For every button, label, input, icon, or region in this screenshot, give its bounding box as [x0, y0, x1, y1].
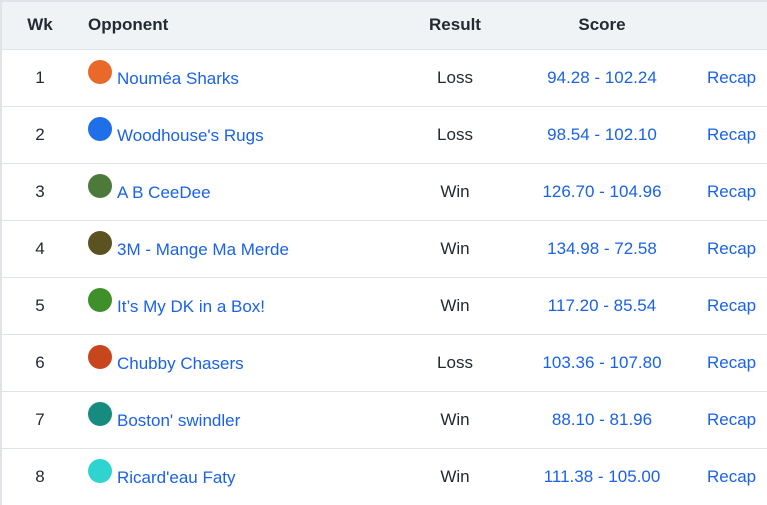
score-link[interactable]: 98.54 - 102.10: [547, 124, 657, 144]
opponent-link[interactable]: Ricard'eau Faty: [117, 467, 236, 487]
week-number: 8: [35, 466, 45, 486]
header-score: Score: [511, 0, 693, 49]
opponent-link[interactable]: It’s My DK in a Box!: [117, 296, 266, 316]
opponent-link[interactable]: Chubby Chasers: [117, 353, 244, 373]
recap-link[interactable]: Recap: [707, 295, 757, 315]
table-row: 7 Boston' swindler Win 88.10 - 81.96 Rec…: [1, 391, 767, 448]
score-link[interactable]: 111.38 - 105.00: [543, 466, 661, 486]
team-avatar-icon: [88, 344, 112, 369]
recap-link[interactable]: Recap: [707, 124, 757, 144]
recap-link[interactable]: Recap: [707, 238, 757, 258]
team-avatar-icon: [88, 173, 112, 198]
team-avatar-icon: [88, 230, 112, 255]
header-recap: [693, 0, 767, 49]
table-row: 2 Woodhouse's Rugs Loss 98.54 - 102.10 R…: [1, 106, 767, 163]
opponent-link[interactable]: A B CeeDee: [117, 182, 211, 202]
score-link[interactable]: 103.36 - 107.80: [542, 352, 662, 372]
recap-link[interactable]: Recap: [707, 181, 757, 201]
week-number: 7: [35, 409, 45, 429]
table-row: 6 Chubby Chasers Loss 103.36 - 107.80 Re…: [1, 334, 767, 391]
week-number: 4: [35, 238, 45, 258]
result: Win: [440, 466, 470, 486]
opponent-link[interactable]: Woodhouse's Rugs: [117, 125, 264, 145]
score-link[interactable]: 88.10 - 81.96: [551, 409, 653, 429]
opponent-link[interactable]: 3M - Mange Ma Merde: [117, 239, 289, 259]
recap-link[interactable]: Recap: [707, 466, 757, 486]
header-result: Result: [399, 0, 511, 49]
result: Win: [440, 295, 470, 315]
result: Loss: [437, 67, 473, 87]
header-opponent: Opponent: [78, 0, 399, 49]
result: Win: [440, 238, 470, 258]
header-wk: Wk: [1, 0, 78, 49]
team-avatar-icon: [88, 116, 112, 141]
score-link[interactable]: 134.98 - 72.58: [547, 238, 657, 258]
week-number: 2: [35, 124, 45, 144]
table-row: 5 It’s My DK in a Box! Win 117.20 - 85.5…: [1, 277, 767, 334]
score-link[interactable]: 94.28 - 102.24: [547, 67, 657, 87]
result: Win: [440, 409, 470, 429]
team-avatar-icon: [88, 401, 112, 426]
recap-link[interactable]: Recap: [707, 352, 757, 372]
table-row: 4 3M - Mange Ma Merde Win 134.98 - 72.58…: [1, 220, 767, 277]
table-row: 8 Ricard'eau Faty Win 111.38 - 105.00 Re…: [1, 448, 767, 505]
result: Win: [440, 181, 470, 201]
score-link[interactable]: 117.20 - 85.54: [547, 295, 657, 315]
result: Loss: [437, 352, 473, 372]
team-avatar-icon: [88, 458, 112, 483]
week-number: 5: [35, 295, 45, 315]
week-number: 1: [35, 67, 45, 87]
result: Loss: [437, 124, 473, 144]
week-number: 6: [35, 352, 45, 372]
opponent-link[interactable]: Boston' swindler: [117, 410, 241, 430]
team-avatar-icon: [88, 287, 112, 312]
week-number: 3: [35, 181, 45, 201]
recap-link[interactable]: Recap: [707, 67, 757, 87]
opponent-link[interactable]: Nouméa Sharks: [117, 68, 239, 88]
table-row: 1 Nouméa Sharks Loss 94.28 - 102.24 Reca…: [1, 49, 767, 106]
score-link[interactable]: 126.70 - 104.96: [542, 181, 662, 201]
table-header: Wk Opponent Result Score: [1, 0, 767, 49]
table-row: 3 A B CeeDee Win 126.70 - 104.96 Recap: [1, 163, 767, 220]
recap-link[interactable]: Recap: [707, 409, 757, 429]
team-avatar-icon: [88, 59, 112, 84]
